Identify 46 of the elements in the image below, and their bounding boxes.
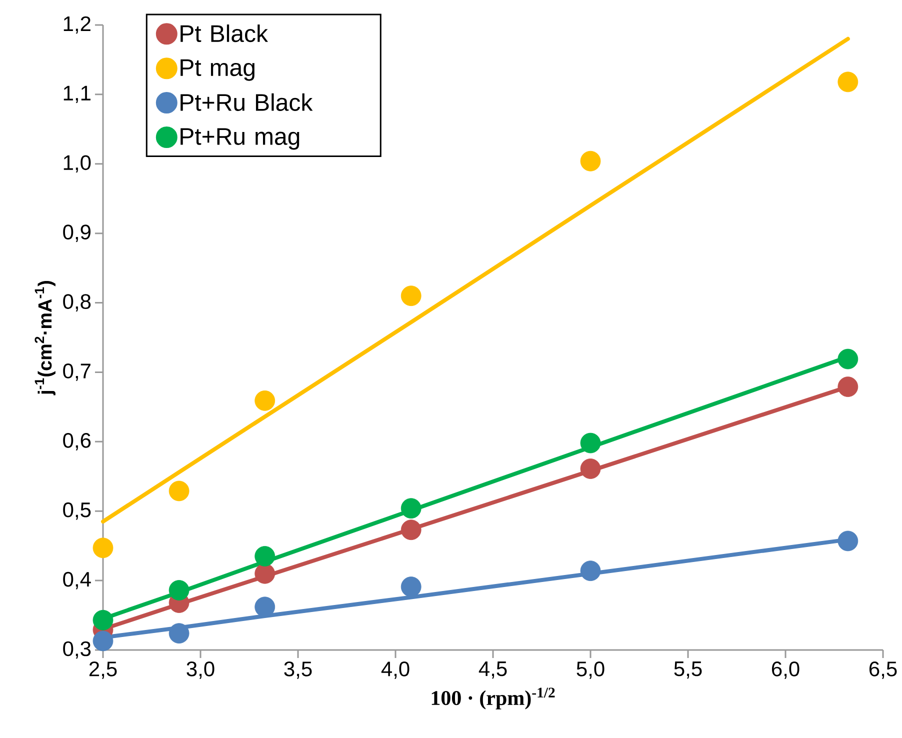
point xyxy=(838,348,858,370)
y-tick-label: 0,3 xyxy=(63,641,91,659)
legend-label: Pt+Ru mag xyxy=(180,128,300,150)
x-tick-label: 6,0 xyxy=(772,662,800,679)
point xyxy=(168,580,190,600)
point xyxy=(580,560,601,582)
point xyxy=(400,286,422,306)
y-tick-label: 0,6 xyxy=(63,432,91,450)
legend-label: Pt Black xyxy=(180,24,268,42)
x-tick-label: 6,5 xyxy=(869,662,897,679)
point xyxy=(254,546,276,566)
point xyxy=(92,630,114,652)
y-tick-label: 0,9 xyxy=(63,224,90,242)
legend-label: Pt+Ru Black xyxy=(180,93,313,111)
point xyxy=(254,390,276,411)
point xyxy=(168,480,190,502)
point xyxy=(580,432,601,454)
y-tick-label: 0,8 xyxy=(63,294,91,312)
point xyxy=(838,376,858,397)
point xyxy=(400,576,422,597)
point xyxy=(580,458,601,479)
y-tick-label: 1,2 xyxy=(64,16,90,34)
point xyxy=(838,530,858,552)
point xyxy=(92,538,114,558)
x-tick-label: 4,5 xyxy=(478,662,507,679)
x-axis-title: 100 · (rpm)$^{-1/2}$ xyxy=(432,688,555,710)
x-tick-label: 2,5 xyxy=(89,662,117,679)
point xyxy=(400,520,422,540)
y-tick-label: 0,7 xyxy=(63,364,90,381)
point xyxy=(838,72,858,92)
point xyxy=(580,150,601,172)
point xyxy=(254,563,276,584)
y-tick-label: 0,4 xyxy=(63,572,91,590)
y-tick-label: 0,5 xyxy=(63,502,91,520)
y-tick-label: 1,1 xyxy=(64,86,90,104)
x-tick-label: 3,0 xyxy=(186,662,214,679)
point xyxy=(92,610,114,630)
x-tick-label: 5,5 xyxy=(674,662,702,679)
y-tick-label: 1,0 xyxy=(64,155,91,173)
x-tick-label: 5,0 xyxy=(576,662,604,679)
point xyxy=(400,498,422,519)
point xyxy=(168,623,190,644)
legend-label: Pt mag xyxy=(180,59,254,81)
x-tick-label: 3,5 xyxy=(284,662,312,679)
y-axis-title: j$^{-1}$(cm$^{2}$·mA$^{-1}$) xyxy=(34,281,56,396)
x-tick-label: 4,0 xyxy=(381,662,410,679)
